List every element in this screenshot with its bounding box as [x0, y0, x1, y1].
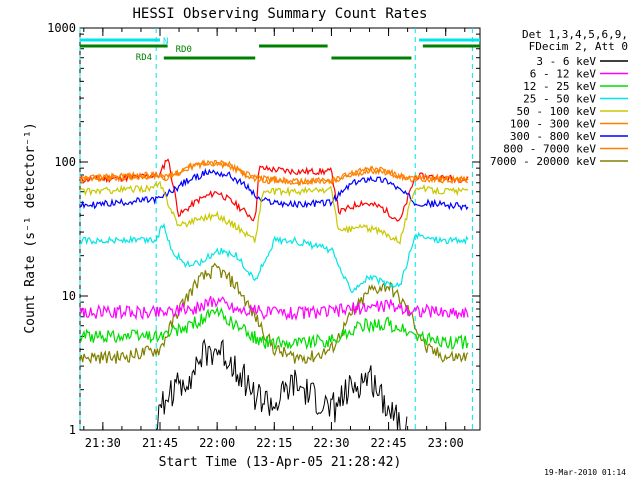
flag-label: RD4 — [136, 53, 152, 63]
chart-title: HESSI Observing Summary Count Rates — [132, 6, 427, 22]
x-tick-label: 22:45 — [371, 436, 407, 450]
x-tick-label: 22:15 — [256, 436, 292, 450]
legend-entry-label: 12 - 25 keV — [523, 80, 596, 93]
series-line — [79, 295, 469, 322]
flag-label: RD0 — [176, 45, 192, 55]
y-tick-label: 100 — [54, 155, 76, 169]
series-line — [79, 222, 469, 294]
series-line — [79, 159, 469, 187]
plot-layer: 21:30 21:45 22:00 22:15 22:30 22:45 23:00 1 10 10… — [47, 21, 481, 450]
legend-entry-label: 6 - 12 keV — [530, 68, 597, 81]
timestamp: 19-Mar-2010 01:14 — [544, 468, 626, 477]
legend-entry-label: 3 - 6 keV — [536, 55, 596, 68]
series-line — [79, 262, 469, 365]
series-line — [79, 159, 468, 186]
series-line — [155, 338, 408, 431]
legend-entry-label: 800 - 7000 keV — [503, 143, 596, 156]
x-axis-label: Start Time (13-Apr-05 21:28:42) — [159, 455, 402, 470]
x-tick-label: 22:00 — [199, 436, 235, 450]
series-line — [79, 167, 469, 211]
flag-label: N — [163, 37, 168, 47]
legend-entry-label: 300 - 800 keV — [510, 130, 596, 143]
y-tick-label: 1000 — [47, 21, 76, 35]
x-tick-label: 21:45 — [142, 436, 178, 450]
legend-header: FDecim 2, Att 0 — [529, 40, 628, 53]
y-tick-label: 1 — [69, 423, 76, 437]
series-line — [79, 306, 469, 351]
plot-frame — [79, 27, 481, 431]
legend-entry-label: 7000 - 20000 keV — [490, 155, 596, 168]
series-line — [79, 180, 469, 245]
legend-entry-label: 25 - 50 keV — [523, 93, 596, 106]
legend-entry-label: 100 - 300 keV — [510, 118, 596, 131]
y-axis-label: Count Rate (s⁻¹ detector⁻¹) — [23, 122, 38, 333]
legend-header: Det 1,3,4,5,6,9, — [522, 28, 628, 41]
y-tick-label: 10 — [62, 289, 76, 303]
legend: Det 1,3,4,5,6,9,FDecim 2, Att 0 3 - 6 keV… — [490, 28, 628, 168]
x-tick-label: 23:00 — [428, 436, 464, 450]
x-tick-label: 21:30 — [85, 436, 121, 450]
legend-entry-label: 50 - 100 keV — [517, 105, 597, 118]
x-tick-label: 22:30 — [313, 436, 349, 450]
